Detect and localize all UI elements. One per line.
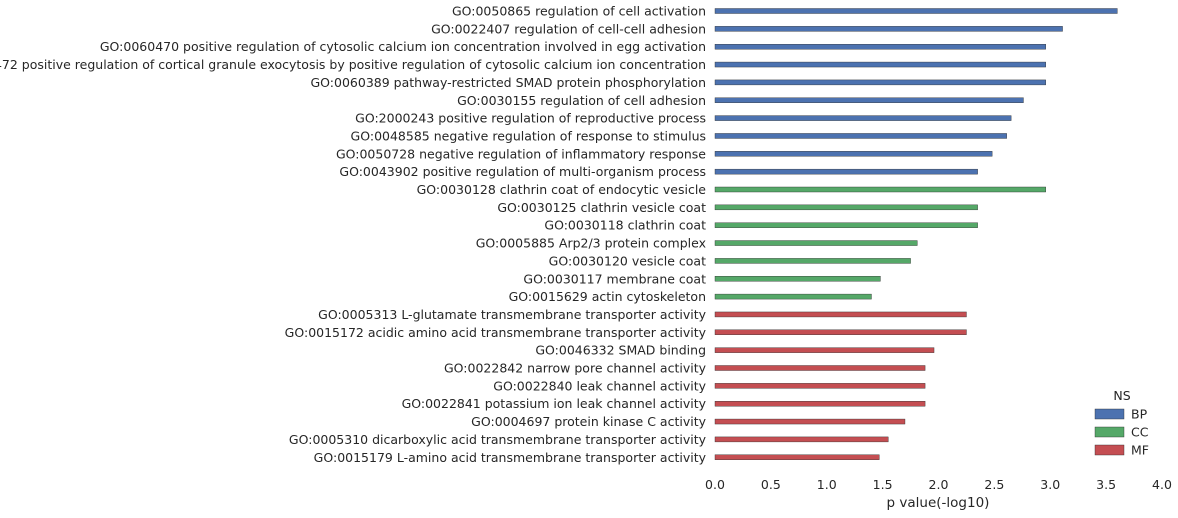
category-label: GO:0060470 positive regulation of cytoso… (100, 39, 706, 54)
bar-mf (714, 454, 880, 460)
category-label: GO:0005313 L-glutamate transmembrane tra… (318, 307, 706, 322)
category-label: GO:0050728 negative regulation of inflam… (336, 146, 706, 161)
category-label: GO:2000243 positive regulation of reprod… (355, 111, 706, 126)
category-label: GO:0015629 actin cytoskeleton (509, 289, 706, 304)
x-tick-label: 4.0 (1152, 477, 1172, 492)
category-label: GO:0030117 membrane coat (523, 271, 706, 286)
category-label: GO:0050865 regulation of cell activation (452, 4, 706, 19)
category-label: GO:0030118 clathrin coat (544, 218, 706, 233)
legend-swatch-bp (1094, 408, 1125, 420)
category-label: GO:0046332 SMAD binding (535, 343, 706, 358)
bar-bp (714, 79, 1046, 86)
category-label: GO:0030128 clathrin coat of endocytic ve… (417, 182, 707, 197)
bar-mf (714, 436, 889, 443)
category-label: GO:0022841 potassium ion leak channel ac… (402, 396, 707, 411)
bar-mf (714, 365, 926, 371)
category-label: GO:0060472 positive regulation of cortic… (0, 57, 706, 72)
category-label: GO:0015172 acidic amino acid transmembra… (285, 325, 707, 340)
x-tick-label: 1.5 (873, 477, 893, 492)
bar-bp (714, 61, 1046, 68)
category-label: GO:0060389 pathway-restricted SMAD prote… (310, 75, 706, 90)
x-tick-label: 2.0 (929, 477, 949, 492)
bar-bp (714, 151, 993, 157)
x-tick-label: 3.5 (1096, 477, 1116, 492)
bar-mf (714, 329, 967, 335)
bar-mf (714, 347, 935, 353)
legend-label-bp: BP (1131, 407, 1148, 422)
bar-bp (714, 115, 1012, 121)
x-axis-title: p value(-log10) (887, 495, 990, 511)
category-label: GO:0043902 positive regulation of multi-… (339, 164, 706, 179)
bar-bp (714, 97, 1024, 103)
bar-mf (714, 401, 926, 407)
legend-label-cc: CC (1131, 425, 1149, 440)
category-label: GO:0005310 dicarboxylic acid transmembra… (289, 432, 707, 447)
bar-mf (714, 418, 906, 425)
category-label: GO:0030155 regulation of cell adhesion (457, 93, 706, 108)
legend-title: NS (1113, 388, 1130, 403)
bar-bp (714, 168, 978, 175)
category-label: GO:0048585 negative regulation of respon… (351, 128, 706, 143)
bar-cc (714, 222, 978, 228)
x-tick-label: 0.0 (705, 477, 725, 492)
category-label: GO:0015179 L-amino acid transmembrane tr… (314, 450, 707, 465)
category-label: GO:0030125 clathrin vesicle coat (497, 200, 706, 215)
category-labels: GO:0050865 regulation of cell activation… (0, 4, 707, 465)
bar-bp (714, 44, 1046, 50)
bar-bp (714, 26, 1063, 32)
category-label: GO:0022842 narrow pore channel activity (444, 361, 707, 376)
bar-cc (714, 293, 872, 300)
bar-cc (714, 240, 918, 246)
bar-bp (714, 133, 1007, 139)
category-label: GO:0030120 vesicle coat (549, 253, 706, 268)
category-label: GO:0022407 regulation of cell-cell adhes… (431, 21, 706, 36)
bar-cc (714, 204, 978, 211)
x-tick-label: 0.5 (761, 477, 781, 492)
bar-cc (714, 258, 911, 264)
bar-cc (714, 186, 1046, 193)
x-tick-label: 2.5 (984, 477, 1004, 492)
legend-entries: BP CC MF (1094, 407, 1149, 458)
x-tick-label: 1.0 (817, 477, 837, 492)
bar-cc (714, 276, 881, 282)
bars-layer (714, 8, 1118, 460)
category-label: GO:0022840 leak channel activity (493, 378, 706, 393)
bar-bp (714, 8, 1118, 14)
legend: NS BP CC MF (1094, 388, 1149, 458)
legend-swatch-mf (1094, 444, 1125, 456)
category-label: GO:0004697 protein kinase C activity (471, 414, 706, 429)
legend-label-mf: MF (1131, 443, 1149, 458)
x-axis-ticks: 0.0 0.5 1.0 1.5 2.0 2.5 3.0 3.5 4.0 (705, 477, 1172, 492)
category-label: GO:0005885 Arp2/3 protein complex (476, 236, 706, 251)
x-tick-label: 3.0 (1040, 477, 1060, 492)
bar-mf (714, 311, 967, 318)
legend-swatch-cc (1094, 426, 1125, 438)
bar-mf (714, 383, 926, 389)
